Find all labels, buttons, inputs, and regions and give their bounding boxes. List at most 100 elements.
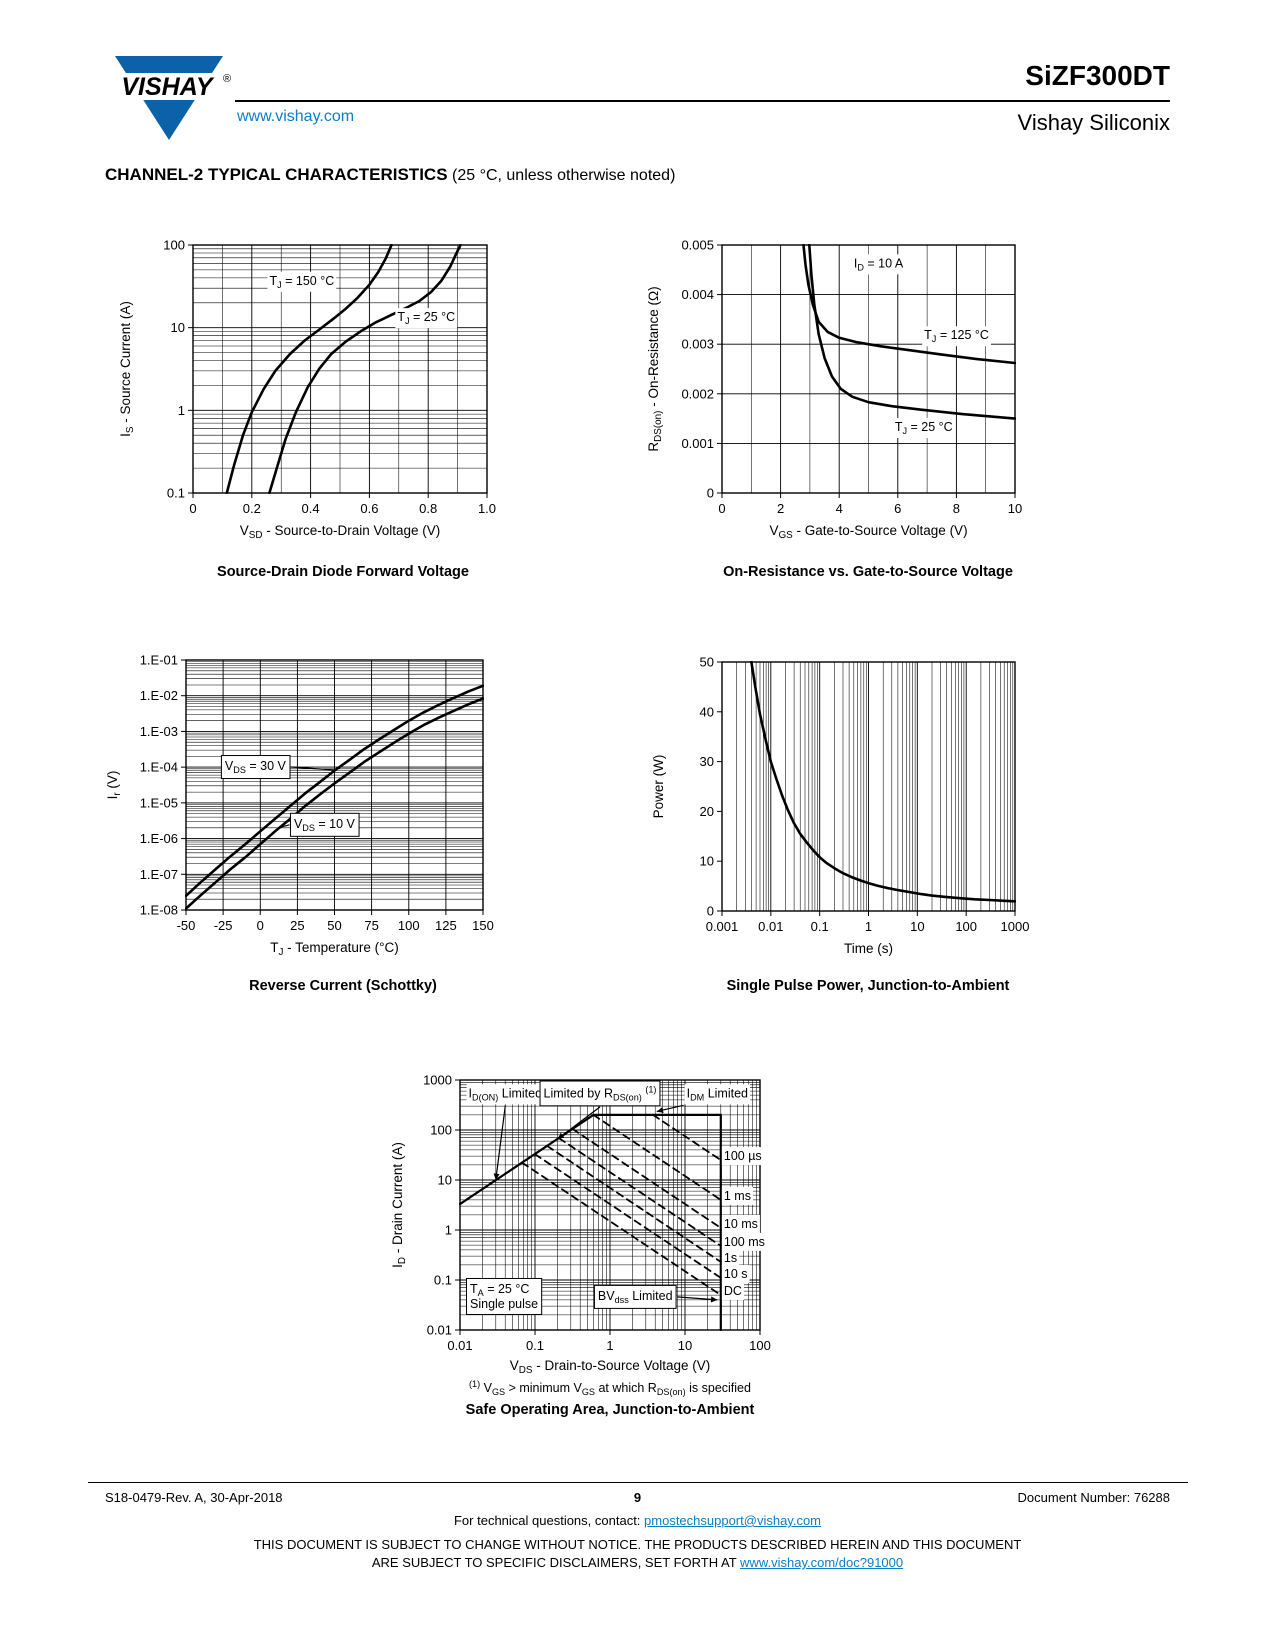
- svg-text:100: 100: [430, 1123, 452, 1138]
- svg-text:0: 0: [718, 501, 725, 516]
- svg-text:0.1: 0.1: [167, 486, 185, 501]
- vishay-website-link[interactable]: www.vishay.com: [237, 108, 355, 125]
- svg-text:TJ - Temperature (°C): TJ - Temperature (°C): [270, 940, 399, 958]
- svg-text:50: 50: [700, 655, 714, 670]
- svg-text:1: 1: [865, 919, 872, 934]
- svg-text:Ir (V): Ir (V): [105, 771, 123, 800]
- svg-text:0.005: 0.005: [681, 238, 714, 253]
- chart-single-pulse-power: 0.001 0.01 0.1 1 10 100 1000 0 10 20 30 40 50 Time (s…: [625, 645, 1075, 975]
- svg-text:0.4: 0.4: [302, 501, 320, 516]
- svg-text:Single pulse: Single pulse: [470, 1297, 538, 1311]
- svg-text:VGS - Gate-to-Source Voltage (: VGS - Gate-to-Source Voltage (V): [769, 523, 967, 541]
- svg-text:0.002: 0.002: [681, 386, 714, 401]
- chart-caption-soa: Safe Operating Area, Junction-to-Ambient: [465, 1402, 755, 1418]
- svg-text:VDS - Drain-to-Source Voltage: VDS - Drain-to-Source Voltage (V): [510, 1358, 711, 1376]
- footer-doc-number: Document Number: 76288: [1017, 1490, 1170, 1505]
- svg-text:Time (s): Time (s): [844, 941, 893, 956]
- svg-text:40: 40: [700, 704, 714, 719]
- svg-text:25: 25: [290, 918, 304, 933]
- svg-text:10 ms: 10 ms: [724, 1217, 758, 1231]
- svg-text:DC: DC: [724, 1284, 742, 1298]
- svg-text:0.004: 0.004: [681, 287, 714, 302]
- svg-text:20: 20: [700, 804, 714, 819]
- svg-text:10: 10: [700, 854, 714, 869]
- footer-disclaimer-line2: ARE SUBJECT TO SPECIFIC DISCLAIMERS, SET…: [0, 1555, 1275, 1570]
- svg-text:Limited by RDS(on) (1): Limited by RDS(on) (1): [544, 1085, 657, 1103]
- svg-text:-50: -50: [177, 918, 196, 933]
- svg-text:0.01: 0.01: [427, 1323, 452, 1338]
- svg-text:100: 100: [163, 238, 185, 253]
- svg-text:100 ms: 100 ms: [724, 1235, 765, 1249]
- svg-text:100: 100: [955, 919, 977, 934]
- chart-caption-reverse-current: Reverse Current (Schottky): [249, 978, 437, 994]
- svg-text:1.0: 1.0: [478, 501, 496, 516]
- svg-text:50: 50: [327, 918, 341, 933]
- svg-text:0.2: 0.2: [243, 501, 261, 516]
- svg-text:0.01: 0.01: [758, 919, 783, 934]
- svg-text:75: 75: [364, 918, 378, 933]
- division-name: Vishay Siliconix: [1017, 110, 1170, 135]
- svg-text:1s: 1s: [724, 1251, 737, 1265]
- footer-revision: S18-0479-Rev. A, 30-Apr-2018: [105, 1490, 283, 1505]
- svg-text:1: 1: [445, 1223, 452, 1238]
- vishay-logo: VISHAY ®: [105, 56, 233, 140]
- svg-text:1.E-08: 1.E-08: [140, 903, 178, 918]
- svg-text:1000: 1000: [423, 1073, 452, 1088]
- svg-text:0.001: 0.001: [681, 436, 714, 451]
- svg-text:0: 0: [707, 904, 714, 919]
- chart-safe-operating-area: 0.01 0.1 1 10 100 0.01 0.1 1 10 100 1000 VDS - Drai…: [370, 1063, 900, 1423]
- chart-caption-single-pulse-power: Single Pulse Power, Junction-to-Ambient: [726, 978, 1010, 994]
- svg-text:TJ = 25 °C: TJ = 25 °C: [895, 420, 953, 436]
- section-title: CHANNEL-2 TYPICAL CHARACTERISTICS (25 °C…: [105, 165, 675, 185]
- svg-text:0: 0: [707, 486, 714, 501]
- chart-canvas-reverse-current: -50 -25 0 25 50 75 100 125 150 1.E-08 1.E-07 1.E-06…: [105, 653, 494, 959]
- svg-text:0.1: 0.1: [811, 919, 829, 934]
- svg-text:10: 10: [171, 320, 185, 335]
- svg-text:2: 2: [777, 501, 784, 516]
- svg-text:1.E-07: 1.E-07: [140, 867, 178, 882]
- svg-text:0: 0: [257, 918, 264, 933]
- svg-text:1: 1: [178, 403, 185, 418]
- svg-text:(1) VGS > minimum VGS at which: (1) VGS > minimum VGS at which RDS(on) i…: [469, 1379, 751, 1397]
- svg-text:TJ = 150 °C: TJ = 150 °C: [269, 274, 334, 290]
- svg-text:Power (W): Power (W): [651, 755, 666, 819]
- svg-text:6: 6: [894, 501, 901, 516]
- svg-text:0.1: 0.1: [434, 1273, 452, 1288]
- svg-text:0.8: 0.8: [419, 501, 437, 516]
- svg-text:10 s: 10 s: [724, 1267, 748, 1281]
- svg-text:1.E-02: 1.E-02: [140, 688, 178, 703]
- svg-text:1: 1: [606, 1338, 613, 1353]
- svg-text:10: 10: [438, 1173, 452, 1188]
- svg-text:IS - Source Current (A): IS - Source Current (A): [118, 301, 136, 437]
- svg-text:TJ = 25 °C: TJ = 25 °C: [397, 310, 455, 326]
- svg-text:VDS = 10 V: VDS = 10 V: [294, 817, 356, 833]
- disclaimer-link[interactable]: www.vishay.com/doc?91000: [740, 1555, 904, 1570]
- svg-text:8: 8: [953, 501, 960, 516]
- svg-text:1.E-06: 1.E-06: [140, 831, 178, 846]
- svg-text:150: 150: [472, 918, 494, 933]
- svg-text:100: 100: [398, 918, 420, 933]
- support-email-link[interactable]: pmostechsupport@vishay.com: [644, 1513, 822, 1528]
- svg-text:10: 10: [910, 919, 924, 934]
- chart-source-drain-forward-voltage: 0 0.2 0.4 0.6 0.8 1.0 0.1 1 10 100 VSD - Source-to…: [95, 228, 535, 558]
- section-title-bold: CHANNEL-2 TYPICAL CHARACTERISTICS: [105, 165, 448, 184]
- chart-canvas-source-drain: 0 0.2 0.4 0.6 0.8 1.0 0.1 1 10 100 VSD - Source-to…: [118, 238, 496, 542]
- header-rule: [235, 100, 1170, 102]
- svg-text:ID = 10 A: ID = 10 A: [854, 256, 904, 272]
- logo-registered-mark: ®: [223, 73, 231, 85]
- svg-text:RDS(on) - On-Resistance (Ω): RDS(on) - On-Resistance (Ω): [646, 286, 664, 451]
- svg-text:VDS = 30 V: VDS = 30 V: [225, 759, 287, 775]
- chart-canvas-on-resistance: 0 2 4 6 8 10 0 0.001 0.002 0.003 0.004 0.005 VGS - G…: [646, 238, 1022, 542]
- chart-caption-on-resistance: On-Resistance vs. Gate-to-Source Voltage: [723, 564, 1013, 580]
- svg-text:BVdss Limited: BVdss Limited: [598, 1289, 673, 1305]
- section-title-note: (25 °C, unless otherwise noted): [447, 167, 676, 184]
- logo-band: [105, 73, 233, 100]
- svg-text:TJ = 125 °C: TJ = 125 °C: [924, 328, 989, 344]
- svg-text:0.1: 0.1: [526, 1338, 544, 1353]
- svg-text:125: 125: [435, 918, 457, 933]
- svg-text:IDM Limited: IDM Limited: [687, 1086, 748, 1102]
- footer-contact-line: For technical questions, contact: pmoste…: [0, 1513, 1275, 1528]
- footer-contact-prefix: For technical questions, contact:: [453, 1513, 645, 1528]
- part-number: SiZF300DT: [1025, 60, 1170, 91]
- chart-reverse-current: -50 -25 0 25 50 75 100 125 150 1.E-08 1.E-07 1.E-06…: [95, 643, 535, 973]
